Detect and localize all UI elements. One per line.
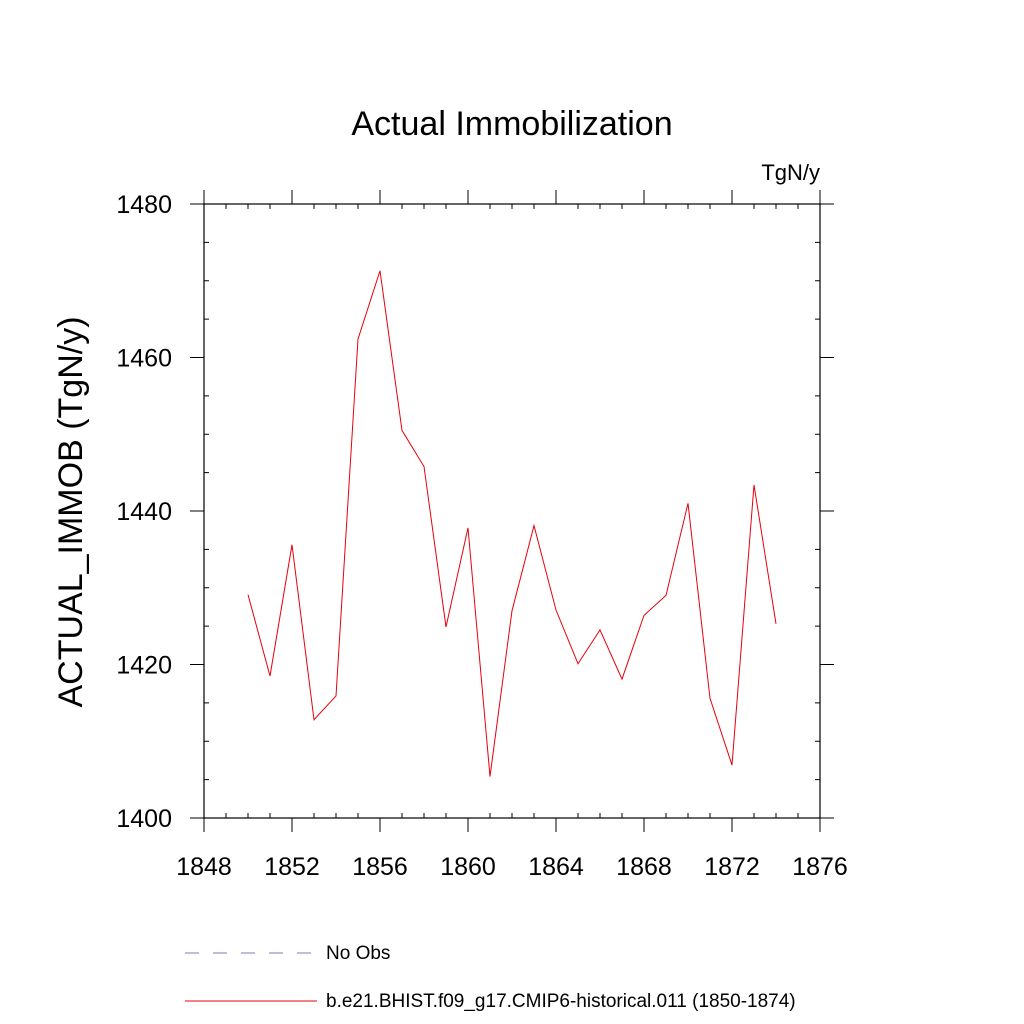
y-tick-label: 1480 (116, 191, 172, 219)
x-tick-label: 1864 (528, 853, 584, 881)
y-tick-labels: 1400 1420 1440 1460 1480 (116, 191, 172, 833)
y-axis-label: ACTUAL_IMMOB (TgN/y) (52, 316, 90, 707)
series-line (247, 270, 777, 777)
x-tick-labels: 1848 1852 1856 1860 1864 1868 1872 1876 (176, 853, 848, 881)
x-tick-label: 1872 (704, 853, 760, 881)
x-tick-label: 1856 (352, 853, 408, 881)
y-tick-label: 1400 (116, 805, 172, 833)
minor-ticks (204, 204, 820, 818)
series-layer (247, 270, 777, 777)
y-tick-label: 1440 (116, 498, 172, 526)
legend: No Obs b.e21.BHIST.f09_g17.CMIP6-histori… (185, 943, 796, 1012)
legend-label-no-obs: No Obs (326, 943, 390, 964)
x-tick-label: 1860 (440, 853, 496, 881)
x-tick-label: 1876 (792, 853, 848, 881)
chart-title: Actual Immobilization (351, 105, 672, 143)
x-tick-label: 1852 (264, 853, 320, 881)
plot-frame (203, 203, 821, 819)
y-tick-label: 1460 (116, 345, 172, 373)
y-tick-label: 1420 (116, 652, 172, 680)
legend-label-historical: b.e21.BHIST.f09_g17.CMIP6-historical.011… (326, 991, 796, 1012)
x-tick-label: 1848 (176, 853, 232, 881)
major-ticks (190, 190, 834, 832)
units-label: TgN/y (761, 160, 820, 185)
x-tick-label: 1868 (616, 853, 672, 881)
